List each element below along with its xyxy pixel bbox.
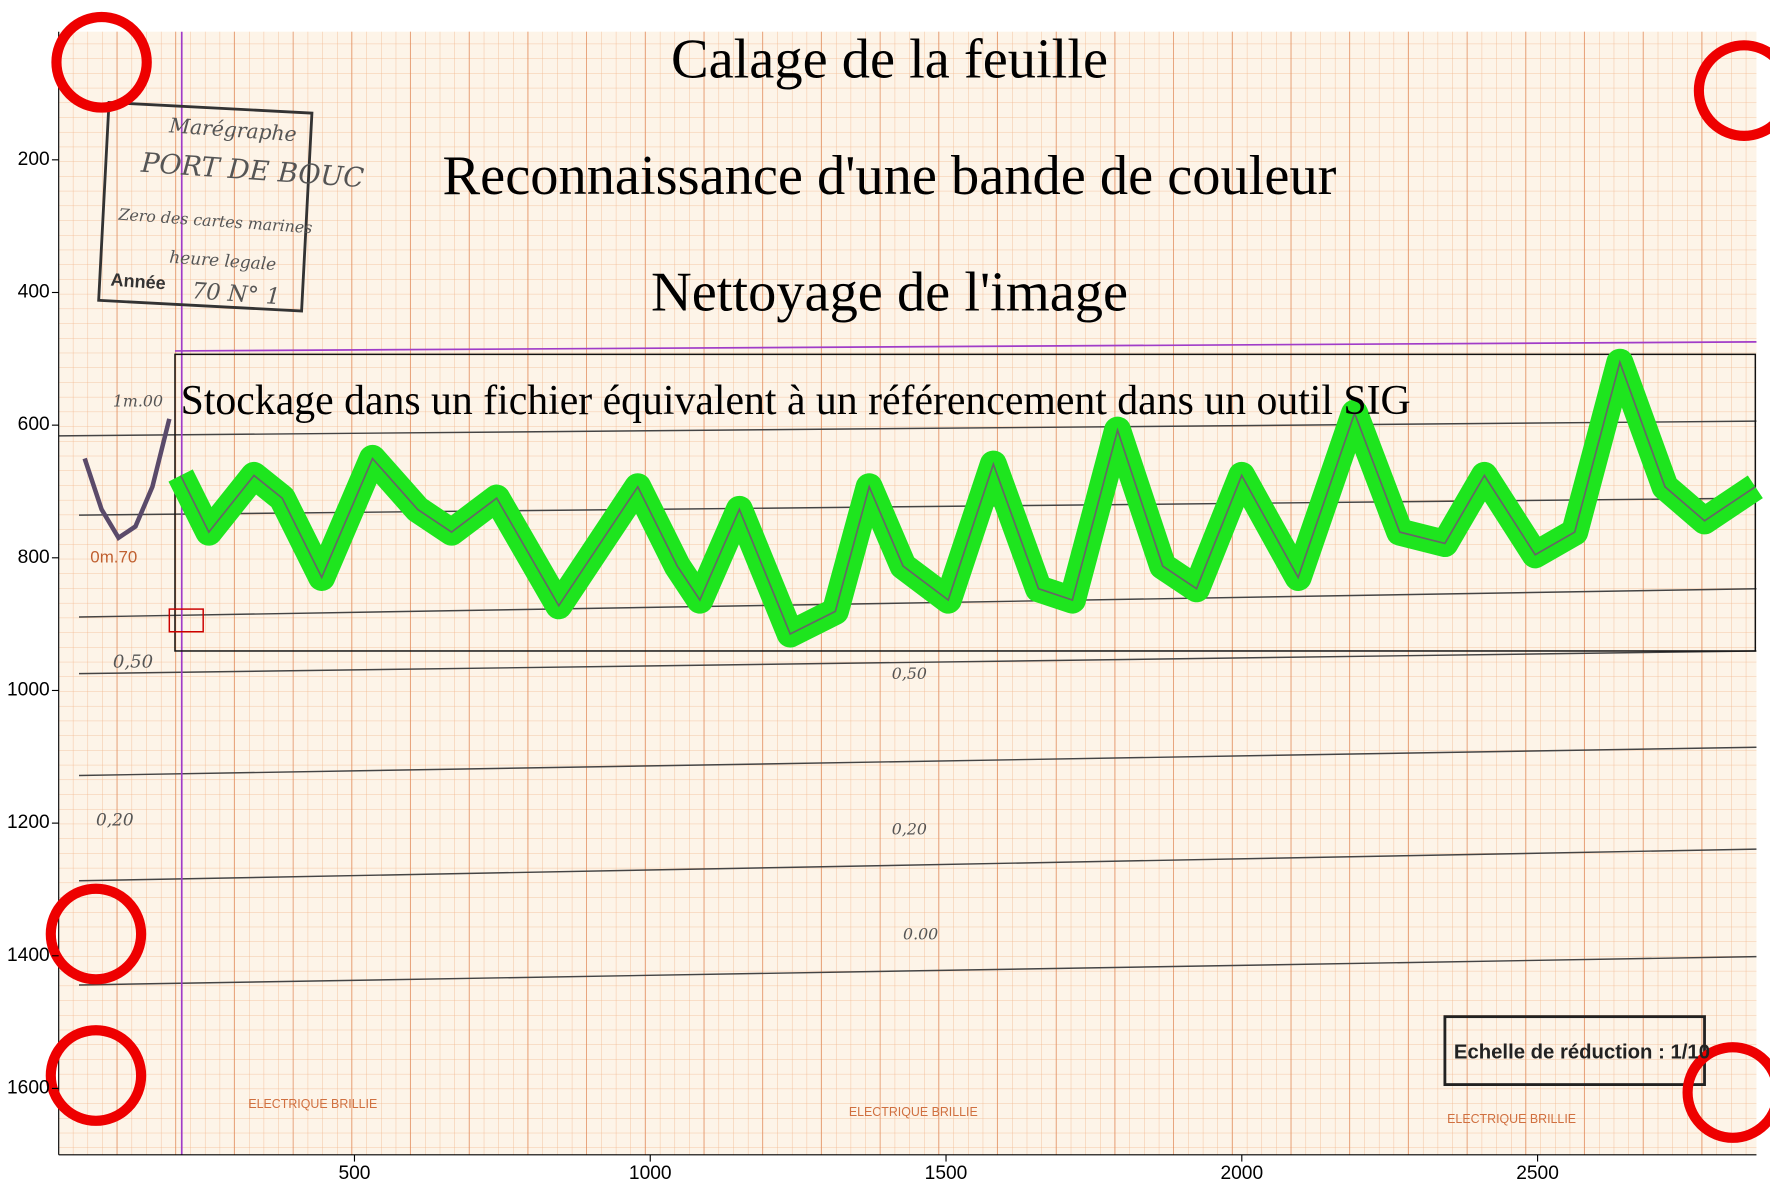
marker-box xyxy=(168,608,204,633)
stamp-text: 70 N° 1 xyxy=(191,278,281,310)
caption: Calage de la feuille xyxy=(671,28,1108,90)
scale-mark: 0,20 xyxy=(96,809,134,829)
y-tick-label: 600 xyxy=(18,414,50,435)
scale-box: Echelle de réduction : 1/10 xyxy=(1454,1041,1710,1063)
corner-markers xyxy=(45,11,1770,1143)
scale-mark: 0,50 xyxy=(892,664,927,683)
stamp-frame xyxy=(97,100,314,313)
tide-trace xyxy=(82,418,172,541)
footer-text: ELECTRIQUE BRILLIE xyxy=(1447,1112,1576,1126)
x-tick-label: 2000 xyxy=(1220,1163,1263,1184)
tide-trace xyxy=(179,359,1756,636)
caption: Reconnaissance d'une bande de couleur xyxy=(443,145,1337,207)
y-tick-label: 400 xyxy=(18,282,50,303)
footer-text: ELECTRIQUE BRILLIE xyxy=(248,1097,377,1111)
x-tick-label: 2500 xyxy=(1516,1163,1559,1184)
stamp-text: Année xyxy=(110,270,166,294)
y-tick-label: 1000 xyxy=(7,680,50,701)
footer-text: ELECTRIQUE BRILLIE xyxy=(849,1105,978,1119)
y-tick-label: 1200 xyxy=(7,812,50,833)
calibration-line xyxy=(174,341,1757,352)
caption: Nettoyage de l'image xyxy=(651,262,1128,324)
y-tick-label: 200 xyxy=(18,149,50,170)
scale-mark: 0,20 xyxy=(892,819,927,838)
x-tick-label: 1500 xyxy=(925,1163,968,1184)
scale-mark: 0m.70 xyxy=(90,548,137,567)
scale-mark: 1m.00 xyxy=(113,391,163,410)
x-tick-label: 1000 xyxy=(629,1163,672,1184)
y-tick-label: 800 xyxy=(18,547,50,568)
y-tick-label: 1600 xyxy=(7,1078,50,1099)
caption: Stockage dans un fichier équivalent à un… xyxy=(181,378,1411,424)
y-tick-label: 1400 xyxy=(7,945,50,966)
scale-frame xyxy=(1443,1015,1706,1086)
scale-mark: 0.00 xyxy=(903,925,938,944)
x-tick-label: 500 xyxy=(338,1163,370,1184)
scale-mark: 0,50 xyxy=(113,651,153,672)
